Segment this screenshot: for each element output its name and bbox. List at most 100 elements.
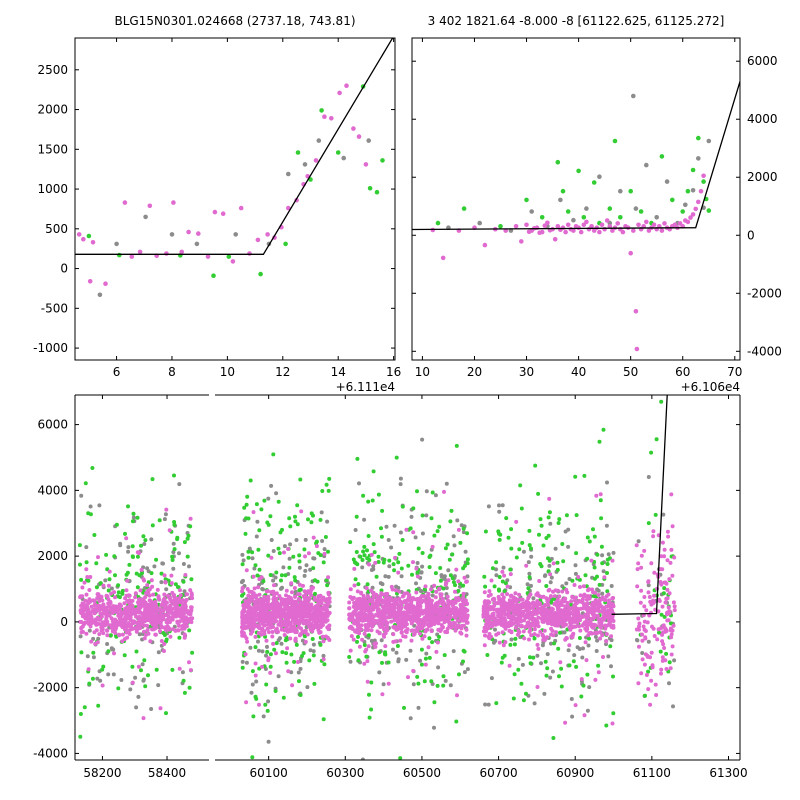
data-point [690,188,696,193]
data-point [424,607,429,612]
data-point [134,629,139,634]
data-point [299,509,304,514]
data-point [253,673,258,678]
data-point [591,527,595,532]
data-point [262,623,267,628]
data-point [318,630,323,635]
data-point [520,609,525,614]
data-point [567,643,572,648]
data-point [587,685,592,690]
data-point [620,229,626,235]
data-point [369,552,374,557]
data-point [367,715,372,720]
data-point [539,523,544,528]
data-point [181,579,186,584]
data-point [288,542,293,547]
data-point [386,660,391,665]
data-point [87,588,92,592]
data-point [610,558,615,563]
data-point [113,573,117,578]
data-point [78,734,83,739]
data-point [639,588,644,593]
data-point [575,609,580,614]
data-point [316,551,321,556]
y-tick-label: 0 [747,228,755,242]
data-point [308,627,313,632]
data-point [299,626,303,631]
data-point [693,206,698,212]
data-point [559,666,564,671]
data-point [313,617,318,622]
data-point [253,694,258,699]
data-point [325,583,330,588]
data-point [391,632,396,637]
data-point [398,638,403,643]
data-point [441,617,445,622]
data-point [123,531,127,536]
data-point [126,608,131,613]
data-point [643,693,647,698]
data-point [245,639,250,644]
data-point [271,641,276,646]
data-point [542,691,547,696]
data-point [523,601,528,606]
data-point [660,540,665,545]
data-point [99,594,104,599]
data-point [701,179,706,184]
data-point [298,587,303,592]
data-point [519,239,524,244]
data-point [529,546,533,551]
data-point [392,568,397,573]
data-point [172,522,177,527]
data-point [642,595,647,599]
data-point [163,580,168,585]
data-point [196,231,201,236]
data-point [577,624,582,629]
data-point [307,658,312,663]
data-point [119,618,124,623]
data-point [670,573,675,578]
data-point [276,499,281,504]
data-point [143,538,148,543]
data-point [81,236,86,242]
data-point [690,167,696,173]
data-point [533,623,537,628]
data-point [654,693,659,697]
data-point [274,491,279,496]
data-point [147,203,153,209]
data-point [253,594,258,599]
data-point [240,586,245,591]
data-point [425,594,430,598]
data-point [366,618,371,623]
data-point [271,452,276,457]
data-point [348,659,353,664]
data-point [577,636,582,640]
data-point [418,658,423,663]
data-point [448,519,453,524]
data-point [154,667,159,672]
data-point [639,565,644,570]
data-point [178,588,182,593]
data-point [257,528,262,533]
data-point [288,606,293,611]
data-point [315,579,320,584]
data-point [380,604,385,609]
data-point [248,645,253,650]
data-point [403,616,408,621]
data-point [337,90,342,96]
data-point [607,224,613,229]
data-point [455,693,459,698]
data-point [297,553,302,558]
data-point [319,108,324,113]
data-point [394,455,399,460]
data-point [97,603,101,608]
x-tick-label: 12 [275,365,290,379]
data-point [327,599,332,604]
data-point [271,597,276,602]
data-point [664,179,670,184]
data-point [417,631,422,636]
data-point [398,482,403,487]
data-point [593,590,598,595]
